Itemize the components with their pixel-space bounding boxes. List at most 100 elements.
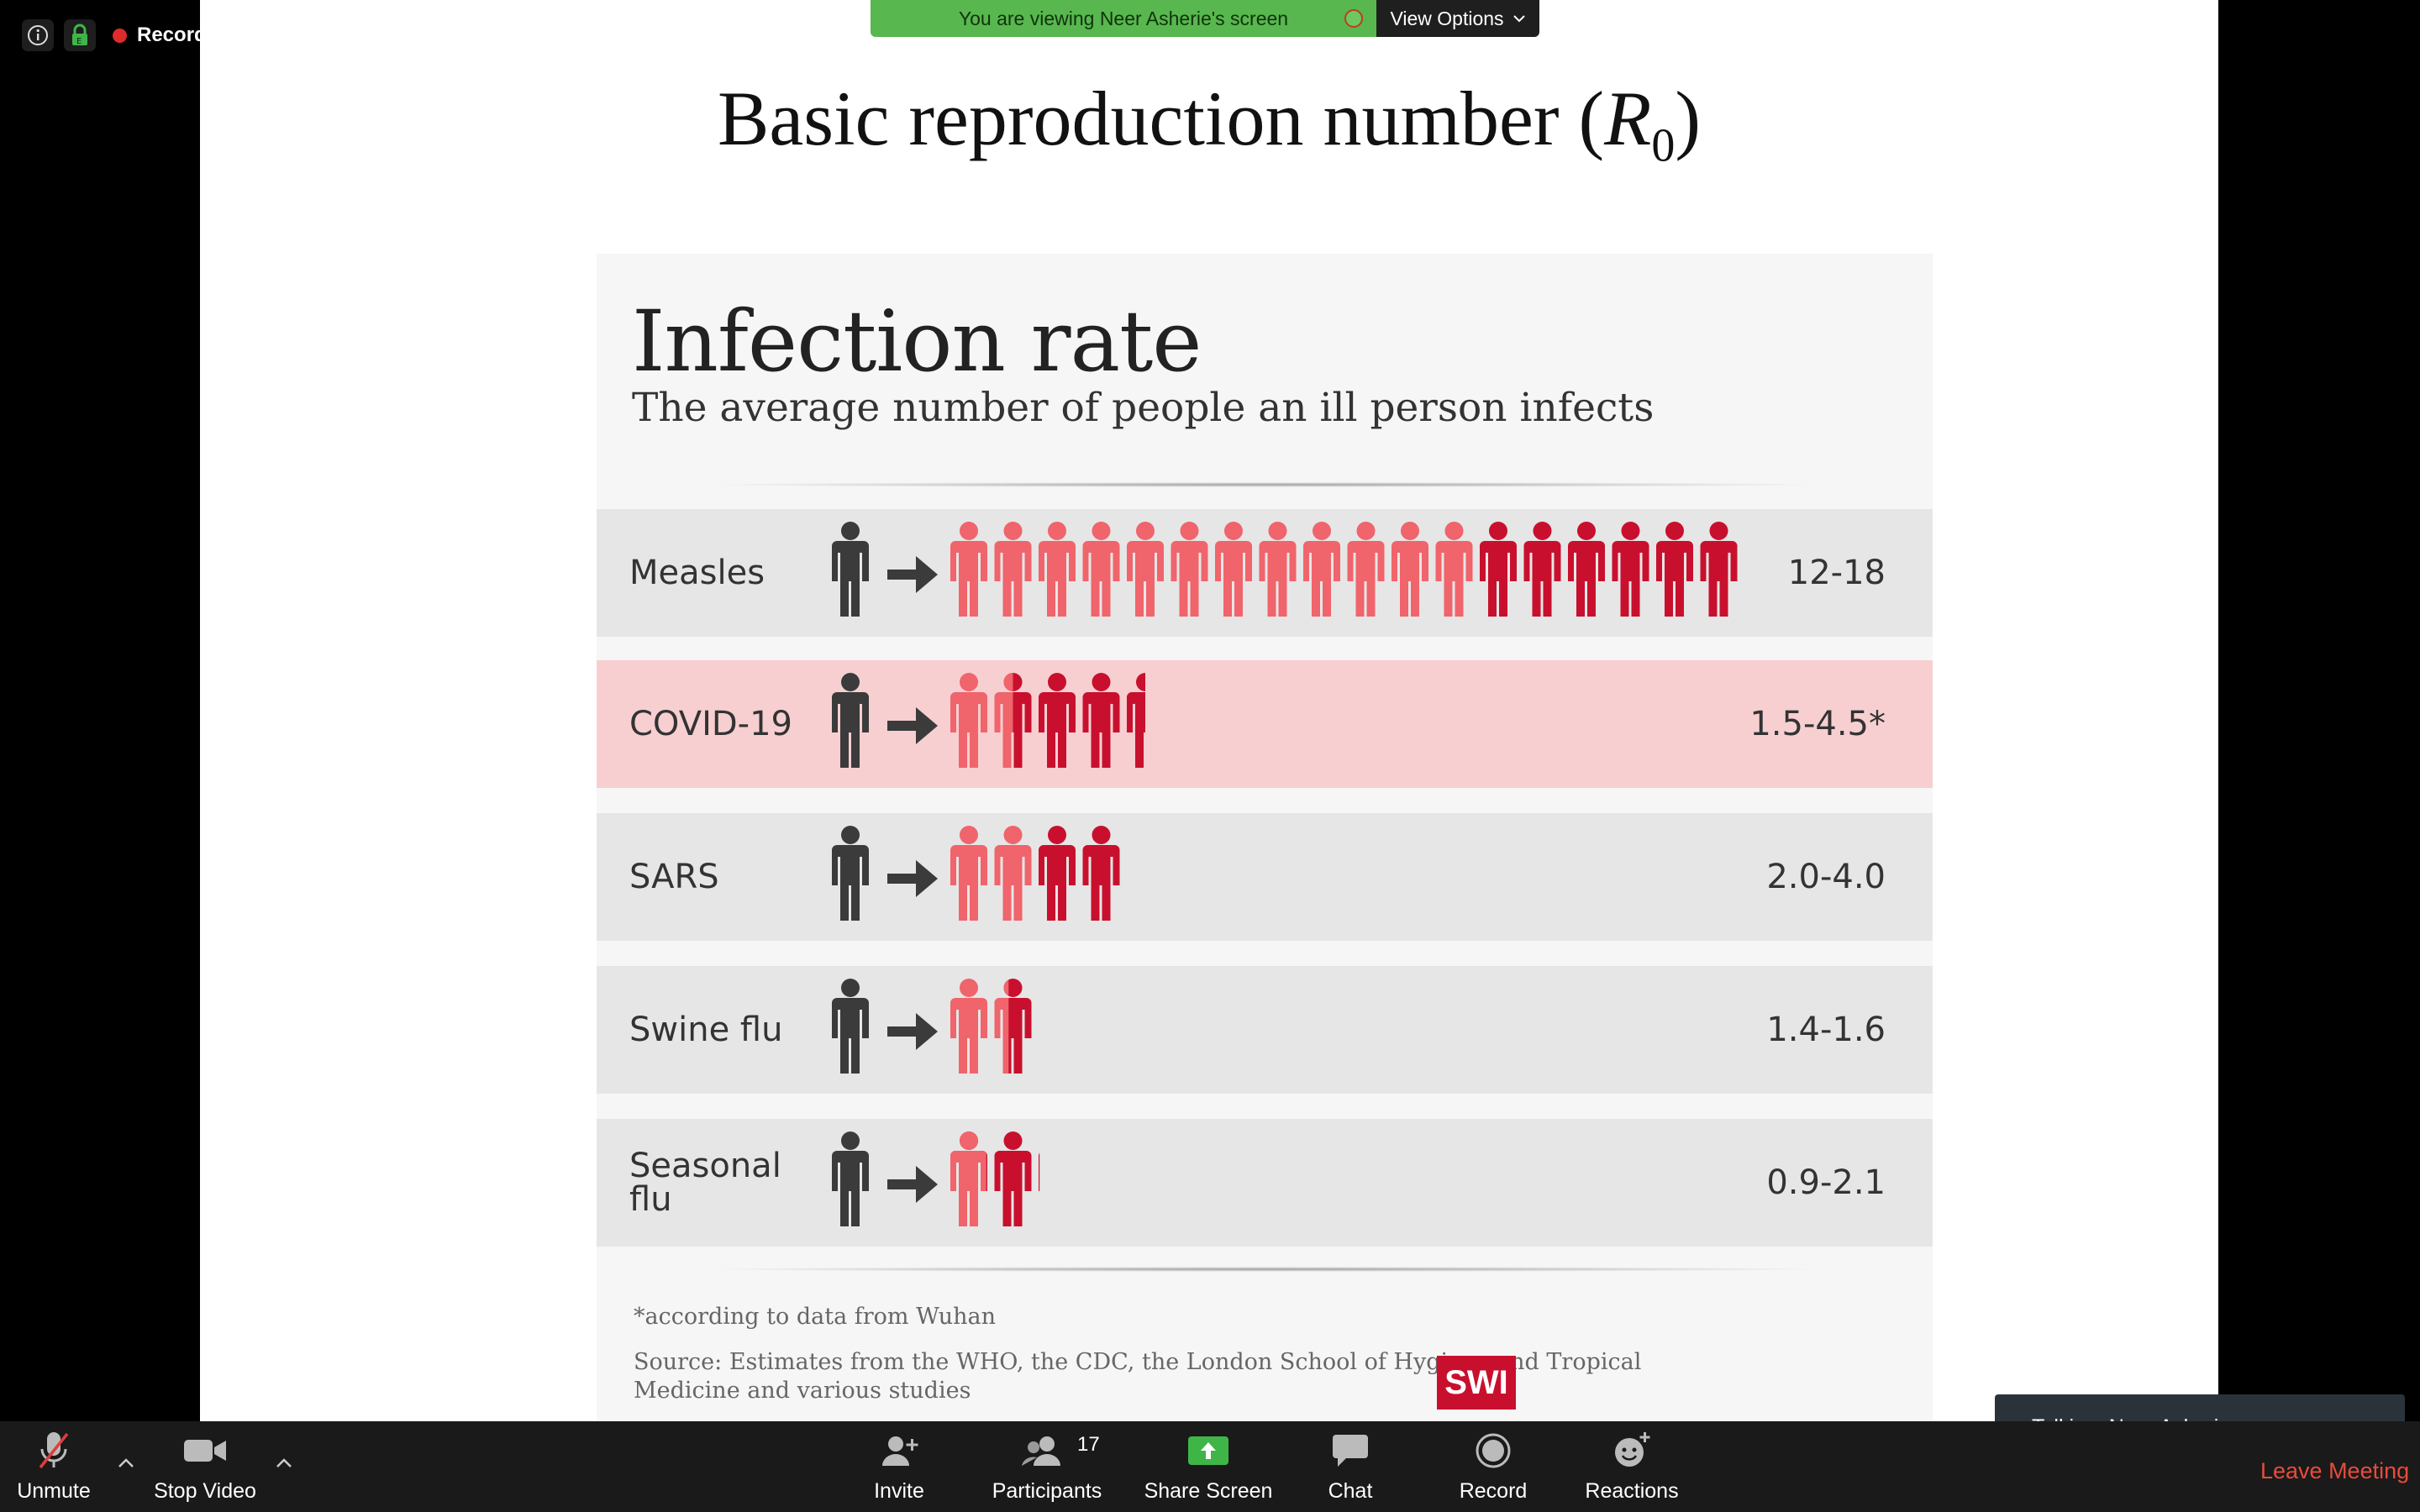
swi-logo: SWI bbox=[1437, 1356, 1516, 1410]
view-options-button[interactable]: View Options bbox=[1376, 0, 1539, 37]
low-estimate-person-icon bbox=[994, 826, 1032, 921]
low-estimate-person-icon bbox=[994, 673, 1013, 768]
recording-label: Recording bbox=[137, 24, 237, 46]
slide-title-prefix: Basic reproduction number ( bbox=[718, 76, 1605, 161]
low-estimate-person-icon bbox=[1039, 522, 1076, 617]
low-estimate-person-icon bbox=[1435, 522, 1473, 617]
encryption-lock-icon[interactable]: E bbox=[64, 19, 96, 51]
slide-title: Basic reproduction number (R0) bbox=[200, 74, 2218, 172]
slide-title-subscript: 0 bbox=[1651, 119, 1676, 172]
leave-meeting-button[interactable]: Leave Meeting bbox=[2260, 1458, 2410, 1483]
video-camera-icon bbox=[182, 1427, 228, 1474]
divider bbox=[697, 1267, 1832, 1272]
share-screen-label: Share Screen bbox=[1144, 1479, 1273, 1503]
stop-video-label: Stop Video bbox=[154, 1479, 256, 1503]
low-estimate-person-icon bbox=[1392, 522, 1428, 617]
row-value: 1.4-1.6 bbox=[1766, 1011, 1886, 1049]
row-label: SARS bbox=[629, 858, 719, 896]
muted-microphone-icon bbox=[35, 1427, 72, 1474]
high-estimate-person-icon bbox=[1039, 673, 1076, 768]
divider bbox=[697, 482, 1832, 487]
slide-title-symbol: R bbox=[1604, 76, 1652, 161]
row-seasonal-flu: Seasonal flu 0.9-2.1 bbox=[597, 1119, 1933, 1247]
row-value: 1.5-4.5* bbox=[1749, 705, 1886, 743]
shared-screen: Basic reproduction number (R0) Infection… bbox=[200, 0, 2218, 1421]
arrow-right-icon bbox=[887, 1013, 938, 1050]
viewing-indicator: You are viewing Neer Asherie's screen bbox=[871, 0, 1376, 37]
high-estimate-person-icon bbox=[1612, 522, 1649, 617]
low-estimate-person-icon bbox=[994, 522, 1032, 617]
people-pictogram bbox=[832, 826, 1120, 921]
share-screen-button[interactable]: Share Screen bbox=[1143, 1421, 1274, 1512]
high-estimate-person-icon bbox=[994, 1131, 1032, 1226]
participants-icon bbox=[1022, 1427, 1072, 1474]
row-value: 0.9-2.1 bbox=[1766, 1163, 1886, 1202]
people-pictogram bbox=[832, 979, 1032, 1074]
low-estimate-person-icon bbox=[1259, 522, 1297, 617]
slide-title-suffix: ) bbox=[1675, 76, 1701, 161]
low-estimate-person-icon bbox=[1303, 522, 1340, 617]
invite-label: Invite bbox=[874, 1479, 924, 1503]
people-pictogram bbox=[832, 1131, 1040, 1226]
video-options-caret-icon[interactable] bbox=[267, 1446, 301, 1480]
audio-options-caret-icon[interactable] bbox=[109, 1446, 143, 1480]
low-estimate-person-icon bbox=[950, 673, 987, 768]
low-estimate-person-icon bbox=[1215, 522, 1252, 617]
infected-person-icon bbox=[832, 826, 869, 921]
high-estimate-person-icon bbox=[1127, 673, 1145, 768]
footnote: *according to data from Wuhan bbox=[634, 1304, 997, 1330]
unmute-button[interactable]: Unmute bbox=[12, 1421, 96, 1512]
arrow-right-icon bbox=[887, 707, 938, 744]
smiley-add-icon bbox=[1612, 1427, 1651, 1474]
recording-dot-icon bbox=[113, 28, 127, 43]
arrow-right-icon bbox=[887, 556, 938, 593]
people-pictogram bbox=[832, 673, 1145, 768]
infected-person-icon bbox=[832, 673, 869, 768]
chat-button[interactable]: Chat bbox=[1319, 1421, 1381, 1512]
participants-button[interactable]: Participants bbox=[988, 1421, 1106, 1512]
high-estimate-person-icon bbox=[1039, 826, 1076, 921]
add-person-icon bbox=[879, 1427, 919, 1474]
low-estimate-person-icon bbox=[1171, 522, 1208, 617]
arrow-right-icon bbox=[887, 1166, 938, 1203]
low-estimate-person-icon bbox=[950, 826, 987, 921]
low-estimate-person-icon bbox=[1082, 522, 1120, 617]
high-estimate-person-icon bbox=[1523, 522, 1561, 617]
infection-rate-infographic: Infection rate The average number of peo… bbox=[597, 254, 1933, 1421]
row-covid-19: COVID-19 1.5-4.5* bbox=[597, 660, 1933, 788]
meeting-status-bar: E Recording bbox=[22, 18, 237, 52]
high-estimate-person-icon bbox=[1082, 673, 1120, 768]
low-estimate-person-icon bbox=[994, 979, 1009, 1074]
participants-label: Participants bbox=[992, 1479, 1102, 1503]
row-label: Seasonal flu bbox=[629, 1147, 781, 1219]
source-line-2: Medicine and various studies bbox=[634, 1378, 971, 1404]
chat-bubble-icon bbox=[1331, 1427, 1370, 1474]
svg-text:E: E bbox=[76, 37, 82, 46]
row-label: Measles bbox=[629, 554, 765, 592]
row-measles: Measles 12-18 bbox=[597, 509, 1933, 637]
chat-label: Chat bbox=[1328, 1479, 1373, 1503]
record-button[interactable]: Record bbox=[1457, 1421, 1529, 1512]
row-value: 2.0-4.0 bbox=[1766, 858, 1886, 896]
infected-person-icon bbox=[832, 1131, 869, 1226]
record-label: Record bbox=[1459, 1479, 1528, 1503]
meeting-toolbar: Unmute Stop Video Invite Participants 17… bbox=[0, 1421, 2420, 1512]
info-icon[interactable] bbox=[22, 19, 54, 51]
infographic-title: Infection rate bbox=[632, 292, 1202, 391]
viewing-label: You are viewing Neer Asherie's screen bbox=[958, 7, 1289, 29]
participants-count-badge: 17 bbox=[1077, 1433, 1100, 1456]
reactions-label: Reactions bbox=[1585, 1479, 1679, 1503]
low-estimate-person-icon bbox=[950, 1131, 986, 1226]
reactions-button[interactable]: Reactions bbox=[1585, 1421, 1679, 1512]
record-icon bbox=[1475, 1427, 1512, 1474]
view-options-label: View Options bbox=[1390, 7, 1504, 29]
stop-video-button[interactable]: Stop Video bbox=[148, 1421, 262, 1512]
share-screen-icon bbox=[1187, 1427, 1229, 1474]
high-estimate-person-icon bbox=[1568, 522, 1605, 617]
row-swine-flu: Swine flu 1.4-1.6 bbox=[597, 966, 1933, 1094]
low-estimate-person-icon bbox=[1127, 522, 1164, 617]
low-estimate-person-icon bbox=[950, 979, 987, 1074]
low-estimate-person-icon bbox=[950, 522, 987, 617]
invite-button[interactable]: Invite bbox=[865, 1421, 933, 1512]
high-estimate-person-icon bbox=[1039, 1152, 1040, 1191]
